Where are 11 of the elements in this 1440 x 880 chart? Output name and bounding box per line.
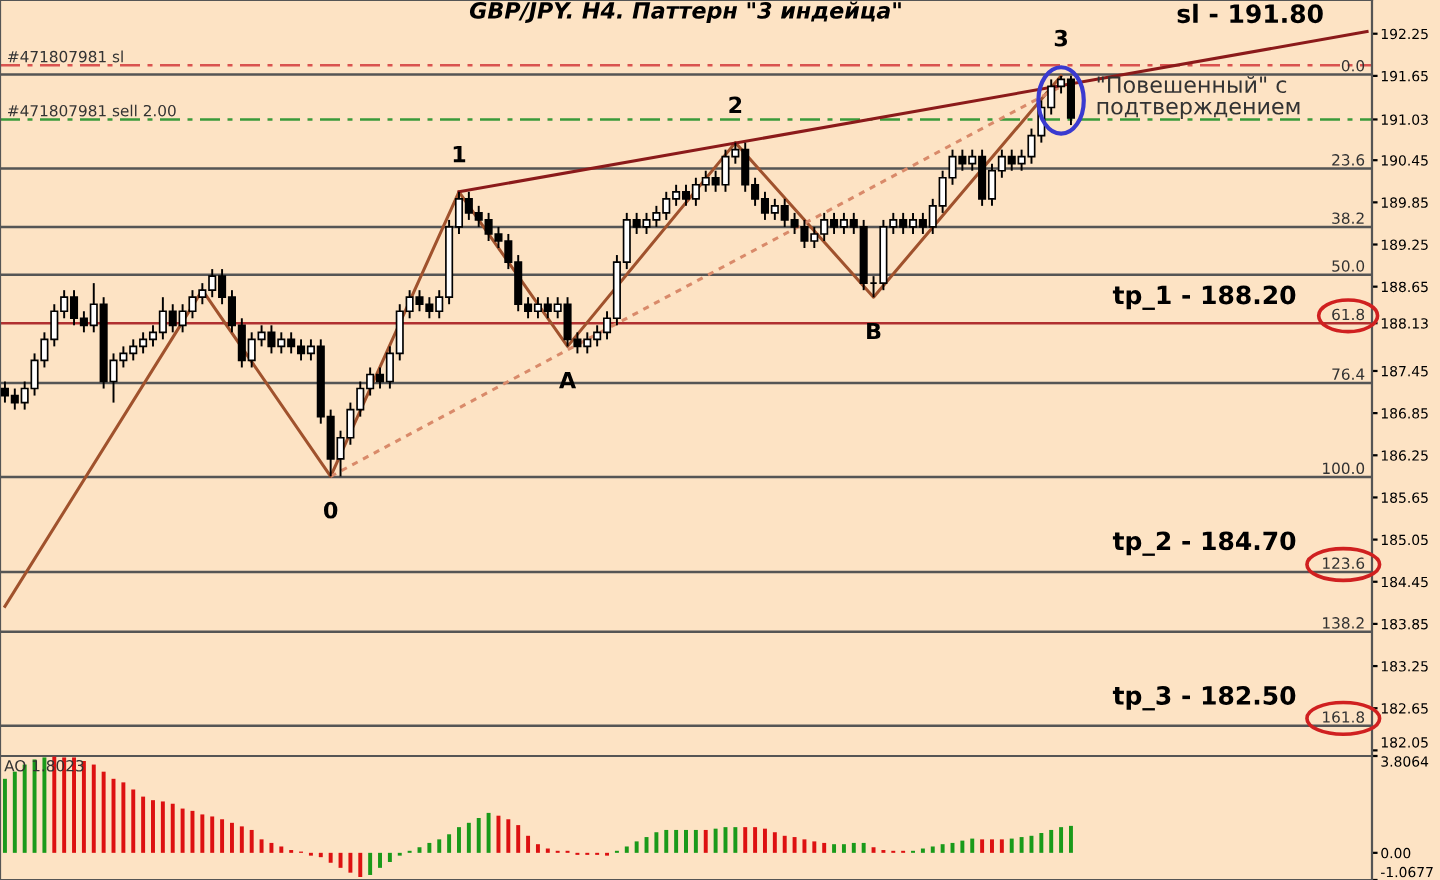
annotation: sl - 191.80 [1177, 3, 1323, 24]
annotation: 3 [1054, 29, 1068, 47]
annotation: tp_1 - 188.20 [1112, 285, 1296, 310]
annotation: tp_2 - 184.70 [1112, 531, 1296, 556]
annotation: 1 [453, 145, 466, 163]
annotation: "Повешенный" с подтверждением [1097, 75, 1300, 119]
annotation: 0 [323, 501, 338, 519]
chart-title: GBP/JPY. H4. Паттерн "3 индейца" [469, 1, 901, 24]
annotation: B [867, 322, 881, 340]
annotation: 2 [729, 96, 742, 114]
annotation: tp_3 - 182.50 [1112, 685, 1296, 711]
